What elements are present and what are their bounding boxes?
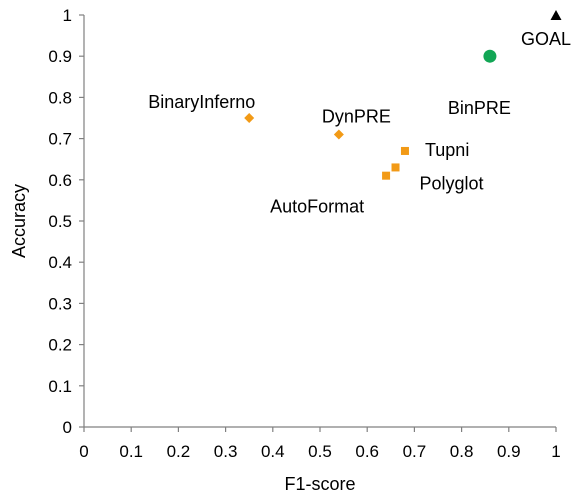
point-dynpre — [333, 129, 344, 140]
x-tick-label: 0.8 — [450, 442, 474, 461]
point-label-binaryinferno: BinaryInferno — [148, 92, 255, 112]
point-label-binpre: BinPRE — [448, 98, 511, 118]
y-tick-label: 0.5 — [48, 212, 72, 231]
x-tick-label: 0.5 — [308, 442, 332, 461]
x-tick-label: 0 — [79, 442, 88, 461]
y-ticks: 0 0.1 0.2 0.3 0.4 0.5 0.6 0.7 0.8 0.9 1 — [48, 6, 84, 437]
point-label-polyglot: Polyglot — [420, 173, 484, 193]
x-tick-label: 0.1 — [119, 442, 143, 461]
x-axis-label: F1-score — [284, 474, 355, 494]
point-labels: GOAL BinPRE BinaryInferno DynPRE Tupni Polygl… — [148, 29, 571, 217]
point-polyglot — [391, 163, 400, 172]
y-tick-label: 0.8 — [48, 88, 72, 107]
x-tick-label: 0.7 — [403, 442, 427, 461]
x-tick-label: 0.4 — [261, 442, 285, 461]
x-ticks: 0 0.1 0.2 0.3 0.4 0.5 0.6 0.7 0.8 0.9 1 — [79, 427, 561, 461]
axes — [83, 15, 556, 428]
data-points — [244, 10, 562, 180]
point-label-goal: GOAL — [521, 29, 571, 49]
y-tick-label: 0.4 — [48, 253, 72, 272]
x-tick-label: 0.6 — [355, 442, 379, 461]
y-tick-label: 1 — [63, 6, 72, 25]
x-tick-label: 1 — [551, 442, 560, 461]
point-binpre — [483, 49, 497, 63]
x-tick-label: 0.2 — [167, 442, 191, 461]
point-autoformat — [382, 171, 391, 180]
x-tick-label: 0.9 — [497, 442, 521, 461]
point-label-autoformat: AutoFormat — [270, 197, 364, 217]
y-tick-label: 0.6 — [48, 171, 72, 190]
point-label-tupni: Tupni — [425, 140, 469, 160]
y-tick-label: 0.2 — [48, 336, 72, 355]
point-binaryinferno — [244, 113, 255, 123]
y-tick-label: 0 — [63, 418, 72, 437]
y-tick-label: 0.3 — [48, 294, 72, 313]
point-tupni — [400, 146, 409, 155]
y-axis-label: Accuracy — [9, 184, 29, 258]
y-tick-label: 0.7 — [48, 130, 72, 149]
y-tick-label: 0.9 — [48, 47, 72, 66]
y-tick-label: 0.1 — [48, 377, 72, 396]
x-tick-label: 0.3 — [214, 442, 238, 461]
point-label-dynpre: DynPRE — [322, 106, 391, 126]
point-goal — [550, 10, 562, 20]
